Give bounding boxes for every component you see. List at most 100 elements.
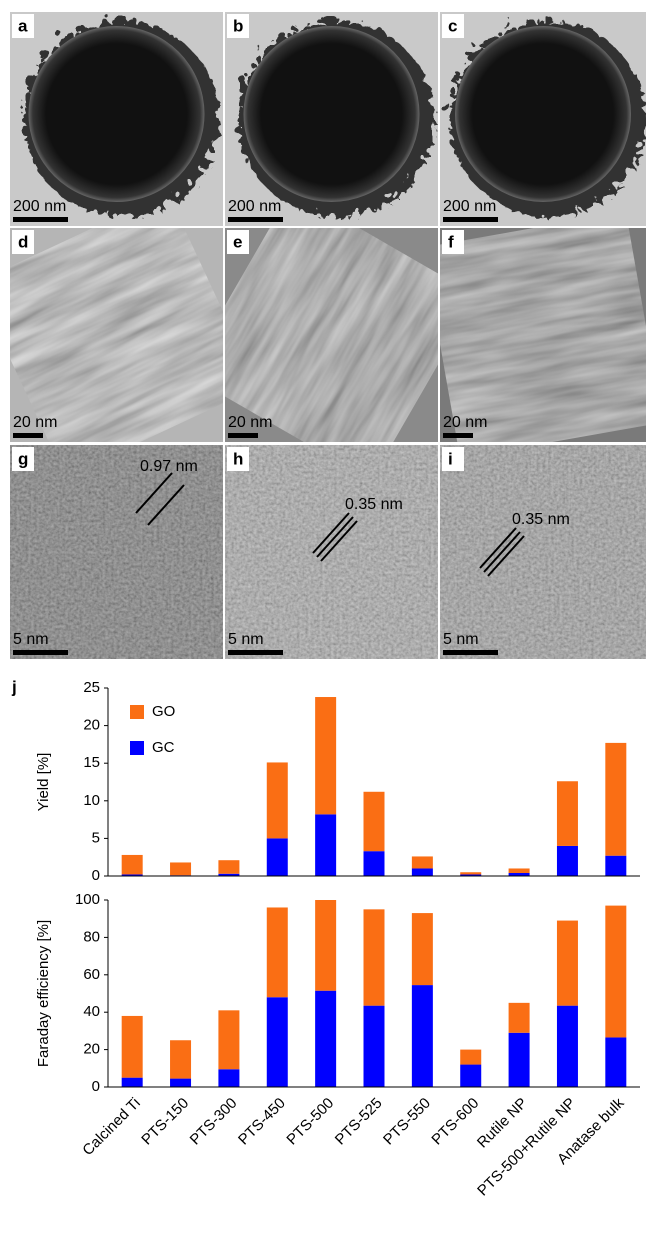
tem-image — [440, 12, 646, 226]
bar-segment — [411, 985, 433, 1087]
scale-bar-label: 5 nm — [443, 631, 479, 648]
tem-image — [225, 12, 438, 226]
legend-swatch — [130, 741, 144, 755]
scale-bar — [443, 217, 498, 222]
bar-segment — [508, 872, 530, 876]
bar-segment — [121, 1015, 143, 1078]
label-box — [227, 14, 249, 38]
bar-segment — [315, 900, 337, 991]
scale-bar-label: 20 nm — [13, 414, 57, 431]
bar-segment — [170, 862, 192, 876]
y-tick-label: 5 — [92, 829, 100, 846]
x-tick-label: PTS-500 — [283, 1095, 337, 1149]
texture — [440, 228, 646, 442]
label-box — [442, 447, 464, 471]
y-tick-label: 20 — [83, 1041, 100, 1058]
bar-segment — [266, 838, 288, 876]
x-tick-label: PTS-150 — [138, 1095, 192, 1149]
y-tick-label: 60 — [83, 966, 100, 983]
bar-segment — [605, 905, 627, 1038]
scale-bar-label: 20 nm — [228, 414, 272, 431]
bar-segment — [556, 845, 578, 876]
texture — [225, 445, 438, 659]
tem-image — [10, 445, 223, 659]
scale-bar-label: 200 nm — [443, 198, 496, 215]
bar-segment — [170, 1040, 192, 1079]
bar-segment — [460, 1049, 482, 1065]
panel-label: g — [18, 449, 28, 468]
scale-bar — [13, 217, 68, 222]
bar-segment — [266, 762, 288, 839]
lattice-line — [135, 472, 173, 514]
sphere-core — [28, 26, 205, 202]
legend-label: GC — [152, 739, 175, 756]
lattice-spacing: 0.35 nm — [512, 511, 570, 528]
bar-segment — [556, 1005, 578, 1087]
panel-label: j — [11, 677, 17, 696]
tem-image — [10, 228, 223, 442]
label-box — [442, 230, 464, 254]
bar-segment — [605, 1037, 627, 1087]
lattice-line — [320, 520, 358, 562]
legend-label: GO — [152, 703, 175, 720]
label-box — [442, 14, 464, 38]
y-tick-label: 0 — [92, 1078, 100, 1095]
bar-segment — [315, 990, 337, 1087]
bar-segment — [508, 868, 530, 873]
lattice-line — [487, 535, 525, 577]
bar-segment — [218, 1010, 240, 1070]
panel-label: e — [233, 232, 242, 251]
texture — [10, 445, 223, 659]
x-tick-label: Calcined Ti — [79, 1095, 143, 1159]
x-tick-label: PTS-450 — [235, 1095, 289, 1149]
label-box — [227, 447, 249, 471]
texture — [225, 228, 438, 442]
bar-segment — [556, 920, 578, 1006]
bar-segment — [315, 697, 337, 815]
label-box — [12, 14, 34, 38]
tem-image — [225, 228, 438, 442]
bar-segment — [315, 814, 337, 876]
panel-label: b — [233, 16, 243, 35]
bar-segment — [411, 913, 433, 986]
x-tick-label: PTS-300 — [187, 1095, 241, 1149]
panel-label: c — [448, 16, 457, 35]
chart: Yield [%] 0 5 10 15 20 25 GO GC Faraday efficienc… — [35, 679, 640, 1199]
tem-image — [10, 12, 223, 226]
scale-bar-label: 5 nm — [13, 631, 49, 648]
panel-label: h — [233, 449, 243, 468]
bar-segment — [460, 872, 482, 875]
scale-bar — [13, 433, 43, 438]
sphere-core — [455, 26, 631, 202]
tem-image — [440, 228, 646, 442]
scale-bar — [443, 433, 473, 438]
x-tick-label: PTS-550 — [380, 1095, 434, 1149]
bar-segment — [605, 742, 627, 856]
y-axis-title: Faraday efficiency [%] — [35, 920, 52, 1067]
lattice-line — [316, 516, 354, 558]
lattice-spacing: 0.35 nm — [345, 496, 403, 513]
bar-segment — [508, 1032, 530, 1087]
bar-segment — [460, 874, 482, 876]
bar-segment — [121, 854, 143, 875]
texture — [10, 228, 223, 442]
scale-bar — [228, 650, 283, 655]
x-tick-label: PTS-525 — [332, 1095, 386, 1149]
label-box — [12, 230, 34, 254]
lattice-line — [147, 484, 185, 526]
bar-segment — [218, 860, 240, 874]
bar-segment — [363, 909, 385, 1006]
bar-segment — [121, 1077, 143, 1087]
bar-segment — [556, 781, 578, 846]
bar-segment — [411, 856, 433, 869]
panel-label: a — [18, 16, 28, 35]
scale-bar-label: 200 nm — [13, 198, 66, 215]
bar-segment — [266, 997, 288, 1087]
y-tick-label: 100 — [75, 891, 100, 908]
bar-segment — [363, 851, 385, 876]
bar-segment — [508, 1002, 530, 1033]
y-tick-label: 20 — [83, 717, 100, 734]
scale-bar — [228, 433, 258, 438]
bar-segment — [605, 855, 627, 876]
bar-segment — [460, 1064, 482, 1087]
